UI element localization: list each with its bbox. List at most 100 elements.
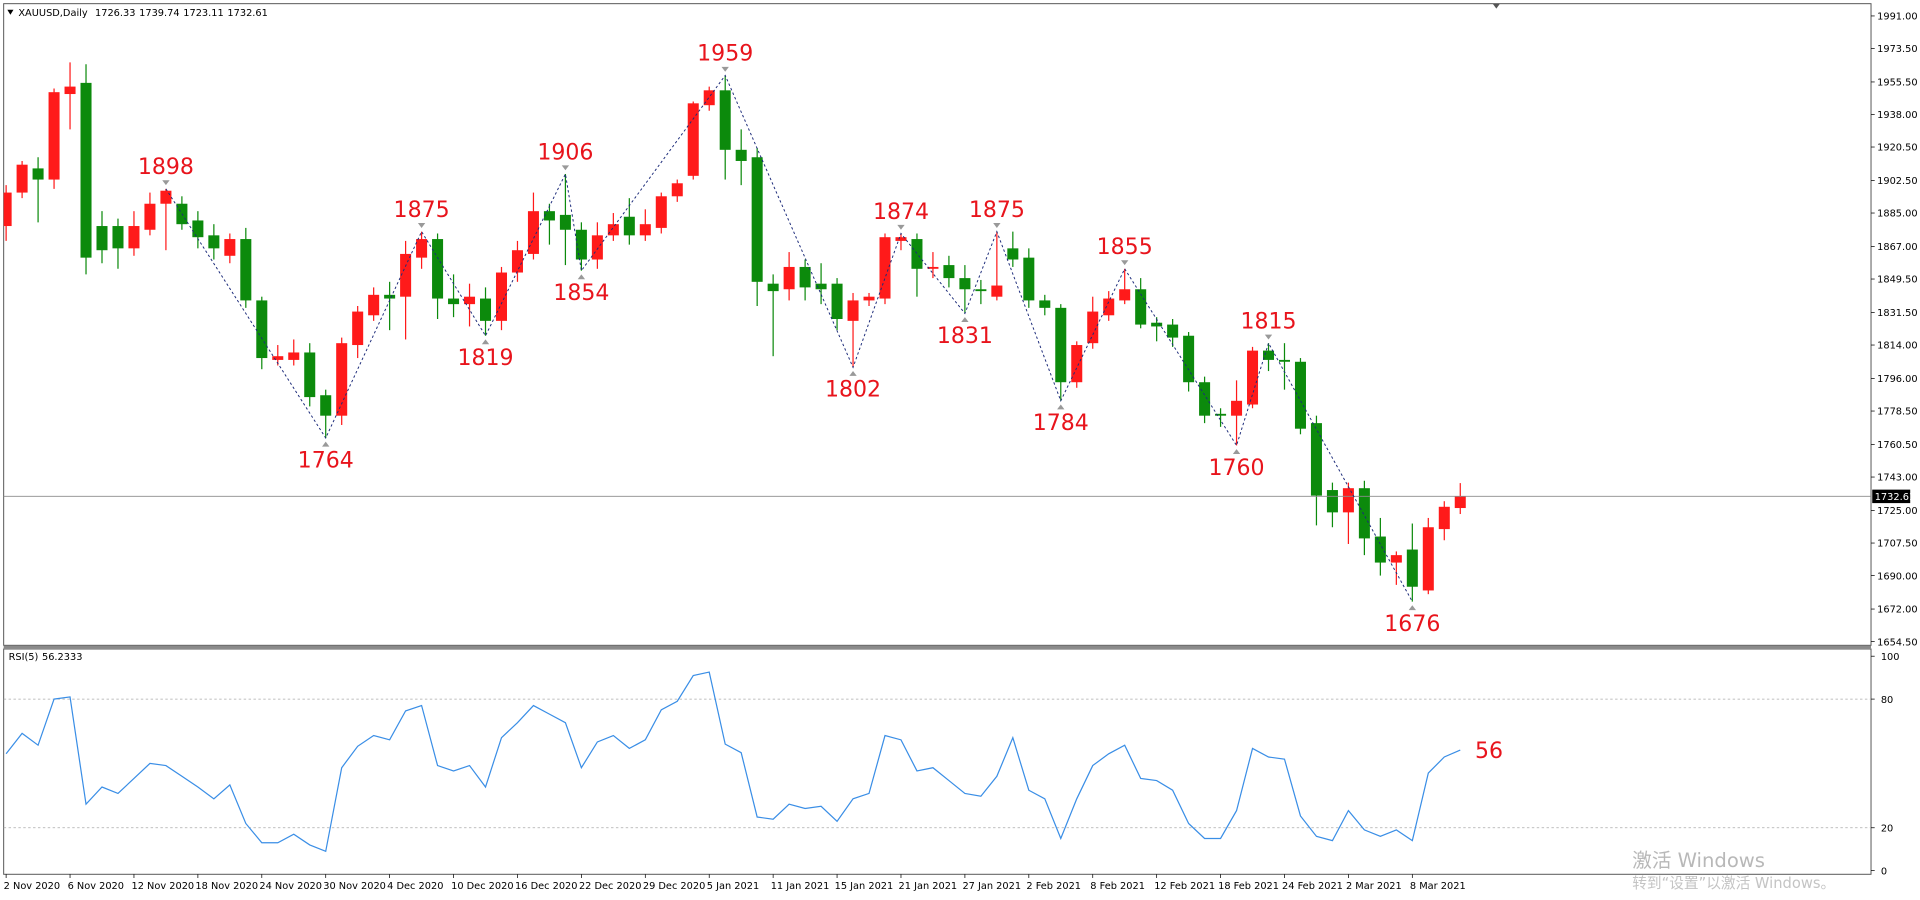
candle-body bbox=[96, 226, 108, 251]
candle-body bbox=[655, 196, 667, 228]
candle-body bbox=[240, 239, 252, 301]
candle-body bbox=[943, 265, 955, 279]
symbol: XAUUSD,Daily bbox=[18, 8, 88, 19]
x-tick-label: 29 Dec 2020 bbox=[643, 881, 706, 892]
rsi-last: 56.2333 bbox=[42, 652, 82, 663]
pivot-arrow bbox=[1264, 334, 1273, 340]
x-tick-label: 8 Feb 2021 bbox=[1090, 881, 1145, 892]
x-tick-label: 16 Dec 2020 bbox=[515, 881, 578, 892]
x-tick-label: 2 Nov 2020 bbox=[4, 881, 60, 892]
candle-body bbox=[831, 283, 843, 320]
candle-body bbox=[192, 220, 204, 238]
candle-body bbox=[1247, 350, 1259, 405]
x-tick-label: 2 Feb 2021 bbox=[1026, 881, 1081, 892]
pivot-arrow bbox=[1057, 404, 1065, 410]
x-tick-label: 11 Jan 2021 bbox=[771, 881, 830, 892]
x-tick-label: 10 Dec 2020 bbox=[451, 881, 514, 892]
y-tick-label: 1849.50 bbox=[1877, 275, 1917, 286]
y-tick-label: 1991.00 bbox=[1877, 12, 1917, 23]
y-tick-label: 1707.50 bbox=[1877, 539, 1917, 550]
pivot-arrow bbox=[417, 223, 426, 228]
candle-body bbox=[847, 300, 859, 321]
candle-body bbox=[559, 214, 571, 230]
x-tick-label: 15 Jan 2021 bbox=[835, 881, 894, 892]
candle-body bbox=[815, 283, 827, 290]
pivot-label: 1854 bbox=[553, 281, 609, 306]
candle-body bbox=[591, 235, 603, 260]
y-tick-label: 1902.50 bbox=[1877, 176, 1917, 187]
shift-marker bbox=[1492, 3, 1500, 9]
pivot-label: 1898 bbox=[138, 155, 194, 180]
candle-body bbox=[480, 298, 492, 321]
candle-body bbox=[128, 226, 140, 249]
candle-body bbox=[671, 183, 683, 197]
y-tick-label: 1796.00 bbox=[1877, 374, 1917, 385]
pivot-label: 1802 bbox=[825, 378, 881, 403]
pivot-label: 1874 bbox=[873, 200, 929, 225]
candle-body bbox=[464, 296, 476, 305]
candle-body bbox=[3, 192, 12, 227]
x-tick-label: 12 Nov 2020 bbox=[132, 881, 195, 892]
candle-body bbox=[1007, 248, 1019, 260]
candle-body bbox=[495, 272, 507, 321]
candle-body bbox=[80, 82, 92, 258]
y-tick-label: 100 bbox=[1881, 652, 1900, 663]
candle-body bbox=[1215, 413, 1227, 416]
pivot-arrow bbox=[1232, 449, 1241, 455]
candle-body bbox=[1422, 527, 1434, 591]
candle-body bbox=[1454, 496, 1466, 509]
pivot-label: 1875 bbox=[969, 198, 1025, 223]
candle-body bbox=[527, 211, 539, 254]
y-tick-label: 1690.00 bbox=[1877, 571, 1917, 582]
x-tick-label: 21 Jan 2021 bbox=[899, 881, 958, 892]
price-label-box bbox=[1872, 489, 1911, 504]
candle-body bbox=[1039, 300, 1051, 308]
candle-body bbox=[1119, 289, 1131, 301]
candle-body bbox=[1151, 322, 1163, 327]
x-tick-label: 8 Mar 2021 bbox=[1410, 881, 1466, 892]
x-tick-label: 24 Feb 2021 bbox=[1282, 881, 1343, 892]
price-label: 1732.61 bbox=[1875, 492, 1915, 503]
y-tick-label: 1725.00 bbox=[1877, 506, 1917, 517]
candle-body bbox=[1103, 298, 1115, 316]
y-tick-label: 1760.50 bbox=[1877, 440, 1917, 451]
x-tick-label: 24 Nov 2020 bbox=[259, 881, 322, 892]
pivot-label: 1831 bbox=[937, 324, 993, 349]
pivot-arrow bbox=[481, 339, 490, 345]
header: XAUUSD,Daily 1726.33 1739.74 1723.11 1732.61 bbox=[18, 8, 267, 19]
rsi-plot: 56 bbox=[3, 671, 1872, 853]
rsi-panel bbox=[3, 648, 1872, 875]
x-tick-label: 18 Nov 2020 bbox=[195, 881, 258, 892]
pivot-label: 1906 bbox=[537, 140, 593, 165]
y-tick-label: 1814.00 bbox=[1877, 341, 1917, 352]
y-tick-label: 1920.50 bbox=[1877, 143, 1917, 154]
x-tick-label: 27 Jan 2021 bbox=[962, 881, 1021, 892]
y-tick-label: 1743.00 bbox=[1877, 473, 1917, 484]
candle-body bbox=[575, 229, 587, 260]
candle-body bbox=[400, 253, 412, 297]
last-close: 1732.61 bbox=[227, 8, 267, 19]
candle-body bbox=[304, 352, 316, 398]
watermark: 激活 Windows bbox=[1632, 849, 1765, 872]
y-tick-label: 1885.00 bbox=[1877, 209, 1917, 220]
rsi-line bbox=[5, 671, 1461, 853]
last-high: 1739.74 bbox=[139, 8, 179, 19]
candle-body bbox=[288, 352, 300, 360]
x-tick-label: 6 Nov 2020 bbox=[68, 881, 124, 892]
candle-body bbox=[320, 395, 332, 416]
y-tick-label: 1654.50 bbox=[1877, 637, 1917, 648]
pivot-arrow bbox=[1408, 605, 1416, 611]
rsi-marker: 56 bbox=[1475, 739, 1503, 764]
x-tick-label: 18 Feb 2021 bbox=[1218, 881, 1279, 892]
y-tick-label: 0 bbox=[1881, 866, 1887, 877]
candle-body bbox=[1342, 488, 1354, 513]
candle-body bbox=[272, 356, 284, 360]
pivot-label: 1815 bbox=[1240, 309, 1296, 334]
candle-body bbox=[703, 90, 715, 106]
candle-body bbox=[719, 90, 731, 150]
pivot-arrow bbox=[561, 165, 570, 171]
candle-body bbox=[1183, 335, 1195, 383]
pivot-label: 1784 bbox=[1033, 411, 1089, 436]
candle-body bbox=[735, 149, 747, 161]
